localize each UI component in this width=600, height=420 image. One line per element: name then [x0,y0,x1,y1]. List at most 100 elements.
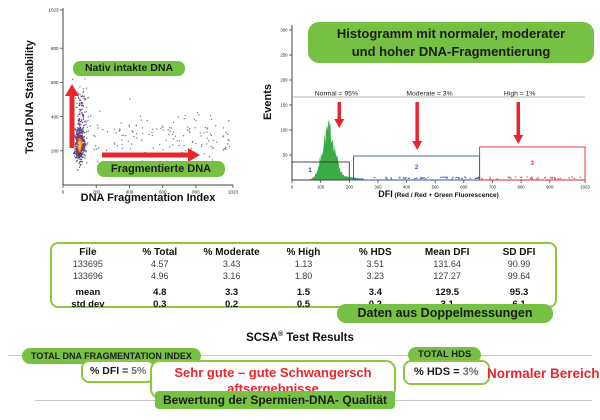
scatter-y-axis-label: Total DNA Stainability [24,39,36,154]
svg-text:2: 2 [415,165,419,171]
svg-text:1023: 1023 [228,190,239,195]
baseline-event-specks [354,176,581,180]
table-cell: 90.99 [507,259,531,269]
dfi-region-gates: 1 2 3 [291,146,586,181]
hds-value-box: % HDS = 3% [403,360,490,385]
divider-line-upper [8,355,592,356]
svg-text:300: 300 [374,185,382,190]
table-header-cell: % Moderate [203,247,260,258]
svg-text:100: 100 [317,185,325,190]
table-cell: mean [75,287,101,298]
table-cell: 3.23 [366,270,385,281]
scsa-test-results-heading: SCSA® Test Results [0,331,600,344]
duplicate-measurements-label: Daten aus Doppelmessungen [337,304,553,323]
table-cell: 3.16 [222,270,241,281]
table-cell: 0.2 [225,298,239,310]
heading-rest: Test Results [283,331,354,344]
svg-text:200: 200 [92,190,100,195]
svg-text:700: 700 [489,185,497,190]
annotation-0: Normal = 95% [315,91,358,98]
svg-text:800: 800 [192,190,200,195]
table-cell: 1.5 [296,287,311,298]
hds-prefix: % HDS = [414,366,463,378]
table-cell: 3.43 [222,259,241,269]
table-cell: 127.27 [433,270,461,281]
svg-text:400: 400 [51,114,59,119]
dfi-histogram-plot: 0 100 200 300 400 500 600 700 800 900 1023 50 100 150… [262,25,590,199]
svg-text:800: 800 [518,185,526,190]
table-cell: 3.4 [368,287,382,298]
svg-text:600: 600 [51,80,59,85]
gate-region-1 [291,161,350,181]
native-intact-dna-label: Nativ intakte DNA [73,61,185,76]
heading-main: SCSA [246,331,279,344]
table-cell: 129.5 [435,287,460,298]
table-cell: 0.3 [153,298,167,310]
results-table: File % Total % Moderate % High % HDS Mean DFI… [52,246,555,310]
svg-text:150: 150 [280,103,288,108]
table-cell: 4.96 [151,270,169,281]
native-intact-up-arrow [65,84,79,148]
table-cell: 1.13 [294,259,313,269]
svg-text:500: 500 [432,185,440,190]
svg-text:400: 400 [126,190,134,195]
table-cell: 4.57 [151,259,169,269]
table-header-cell: SD DFI [502,247,536,258]
svg-text:800: 800 [51,46,59,51]
normal-dfi-peak [307,118,373,180]
table-cell: 0.5 [296,298,311,310]
svg-text:600: 600 [460,185,468,190]
svg-text:1: 1 [308,168,312,174]
svg-text:900: 900 [546,185,554,190]
svg-text:100: 100 [280,128,288,133]
svg-text:0: 0 [291,185,294,190]
results-table-container: File % Total % Moderate % High % HDS Mean DFI… [50,242,557,310]
gate-region-3 [479,146,586,181]
hds-value: 3% [462,366,479,378]
table-cell: 133695 [72,259,103,269]
dna-scatter-plot: 0 200 400 600 800 1023 200 400 600 800 1023 Total D… [24,8,239,204]
fragmented-dna-label: Fragmentierte DNA [97,161,225,177]
table-header-cell: Mean DFI [424,247,470,258]
svg-text:600: 600 [159,190,167,195]
svg-text:250: 250 [280,53,288,58]
table-row: 133695 4.57 3.43 1.13 3.51 131.64 90.99 [52,259,555,271]
svg-text:0: 0 [62,190,65,195]
annotation-1: Moderate = 3% [406,91,452,98]
svg-text:3: 3 [531,161,535,167]
svg-text:200: 200 [280,78,288,83]
scatter-x-axis-label: DNA Fragmentation Index [81,192,217,204]
dfi-prefix: % DFI = [90,365,132,377]
results-table-header: File % Total % Moderate % High % HDS Mean DFI… [52,246,555,259]
svg-text:200: 200 [346,185,354,190]
normal-range-label: Normaler Bereich [487,366,600,381]
table-cell: std dev [71,298,105,310]
svg-text:1023: 1023 [48,8,59,13]
table-header-cell: % High [286,247,321,258]
table-cell: 3.3 [225,287,239,298]
table-cell: 95.3 [509,287,529,298]
svg-text:400: 400 [403,185,411,190]
table-cell: 131.64 [433,259,461,269]
annotation-arrow-2 [513,102,524,144]
fragmented-right-arrow [102,148,200,162]
table-cell: 1.80 [294,270,313,281]
annotation-arrow-0 [334,102,345,128]
histogram-y-axis-label: Events [262,84,274,120]
svg-text:50: 50 [283,153,288,158]
sperm-dna-quality-label: Bewertung der Spermien-DNA- Qualität [155,391,396,409]
table-row: 133696 4.96 3.16 1.80 3.23 127.27 99.64 [52,271,555,283]
scatter-axes: 0 200 400 600 800 1023 200 400 600 800 1023 [48,8,238,195]
table-cell: 4.8 [153,287,167,298]
svg-text:300: 300 [280,28,288,33]
table-cell: 133696 [72,270,103,281]
histogram-title: Histogramm mit normaler, moderater und h… [308,22,594,63]
total-hds-label: TOTAL HDS [408,347,482,363]
svg-text:1023: 1023 [580,185,590,190]
table-header-cell: % HDS [358,247,392,258]
table-cell: 99.64 [507,270,531,281]
table-header-cell: File [79,247,97,258]
dfi-value-box: % DFI = 5% [81,360,156,383]
table-cell: 3.51 [366,259,385,269]
